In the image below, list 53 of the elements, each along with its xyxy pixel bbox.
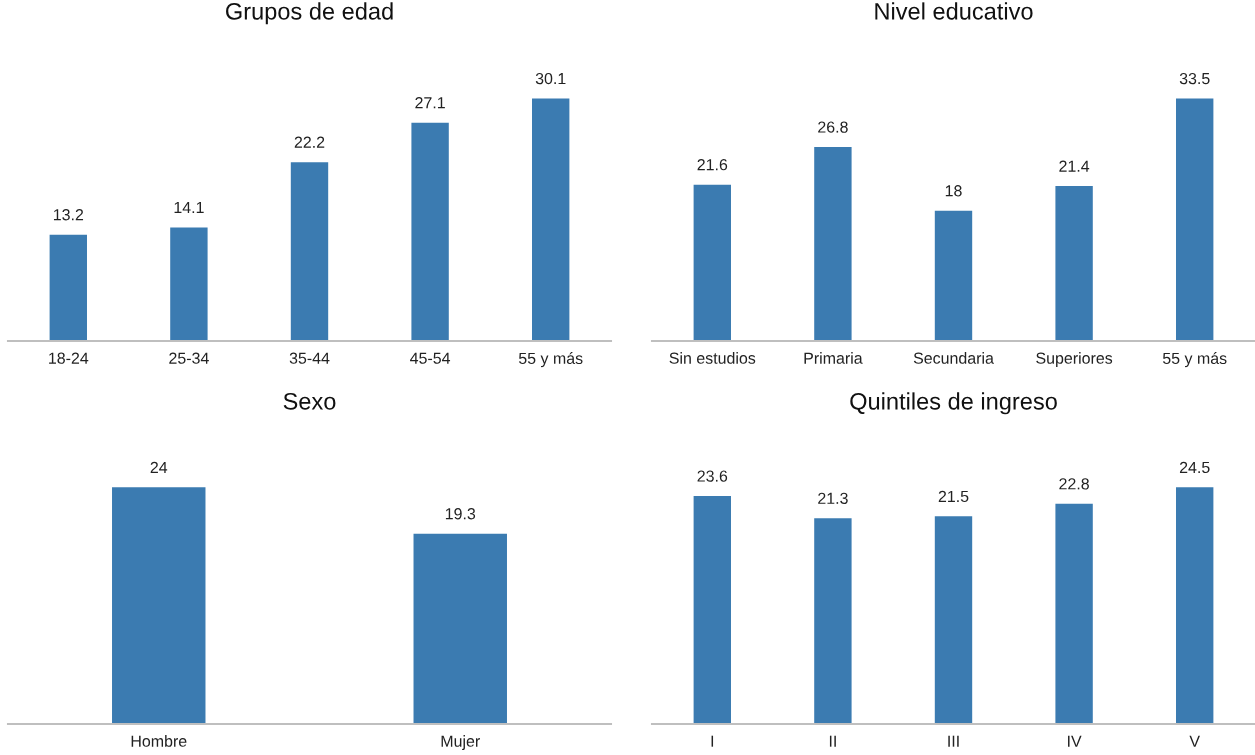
x-tick-label: Secundaria: [913, 352, 994, 364]
data-label: 21.3: [818, 492, 848, 504]
data-label: 23.6: [697, 470, 728, 482]
data-label: 14.1: [174, 201, 204, 213]
x-tick-label: 55 y más: [1162, 352, 1227, 368]
x-tick-label: 45-54: [410, 352, 451, 364]
bar: [934, 516, 973, 724]
data-label: 22.2: [294, 136, 325, 148]
x-tick-label: Hombre: [131, 735, 187, 747]
bar: [1055, 186, 1093, 341]
bar: [934, 210, 973, 341]
bar: [290, 162, 329, 341]
data-label: 24: [150, 461, 168, 473]
bar: [532, 98, 570, 341]
data-label: 26.8: [818, 121, 848, 133]
chart-title: Grupos de edad: [226, 2, 393, 25]
bar: [1176, 487, 1214, 724]
bar: [1176, 98, 1214, 341]
x-tick-label: 35-44: [289, 352, 330, 364]
data-label: 18: [945, 185, 962, 197]
x-tick-label: 55 y más: [518, 352, 583, 368]
data-label: 21.4: [1059, 160, 1090, 172]
bar: [693, 184, 731, 341]
x-tick-label: I: [711, 735, 714, 747]
data-label: 33.5: [1179, 72, 1210, 85]
chart-title: Quintiles de ingreso: [850, 392, 1057, 415]
x-tick-label: III: [948, 735, 959, 747]
chart-title: Sexo: [283, 392, 336, 410]
data-label: 27.1: [415, 97, 445, 109]
x-tick-label: Primaria: [804, 352, 863, 364]
data-label: 21.5: [938, 490, 969, 503]
bar: [693, 496, 731, 724]
x-tick-label: Superiores: [1036, 352, 1113, 367]
x-tick-label: II: [829, 735, 836, 747]
data-label: 24.5: [1179, 461, 1210, 474]
x-tick-label: 25-34: [169, 352, 209, 364]
data-label: 13.2: [53, 209, 84, 221]
bar: [170, 227, 208, 341]
x-tick-label: IV: [1068, 735, 1082, 747]
x-tick-label: Mujer: [441, 735, 480, 750]
bar: [49, 234, 87, 341]
data-label: 22.8: [1059, 478, 1089, 490]
data-label: 19.3: [445, 508, 476, 520]
data-label: 30.1: [535, 72, 566, 85]
bar: [411, 122, 449, 341]
x-tick-label: Sin estudios: [669, 352, 756, 364]
chart-title: Nivel educativo: [875, 2, 1033, 20]
bar: [1055, 503, 1093, 724]
data-label: 21.6: [697, 159, 728, 171]
bar: [814, 518, 852, 724]
x-tick-label: 18-24: [49, 352, 89, 364]
bar: [814, 147, 852, 341]
x-tick-label: V: [1189, 735, 1200, 747]
